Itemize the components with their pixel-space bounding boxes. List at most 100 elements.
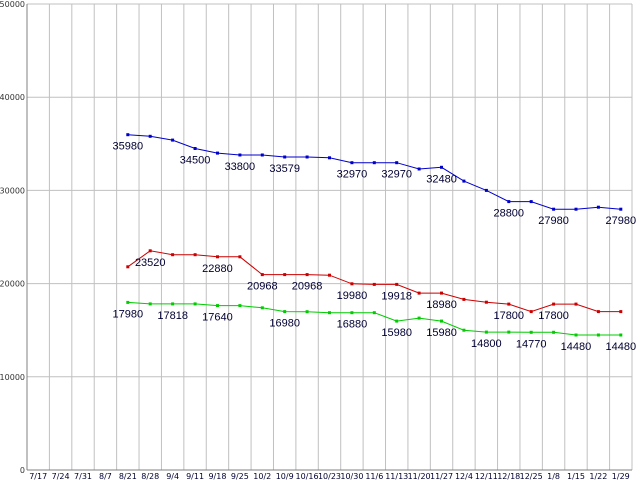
series-layer [126,133,623,337]
grid-layer [26,3,633,471]
x-tick-label: 10/9 [276,472,294,480]
data-point [619,333,623,337]
data-point [507,200,511,204]
data-point [619,310,623,314]
data-point [238,255,242,259]
series-line [127,250,621,313]
data-label: 19980 [337,290,368,302]
data-point [462,297,466,301]
data-point [552,302,556,306]
data-point [216,151,219,155]
data-point [350,311,354,315]
data-point [507,330,511,334]
data-point [350,161,354,165]
data-point [305,155,309,159]
data-point [462,328,466,332]
y-tick-label: 30000 [0,186,25,195]
data-point [395,282,399,286]
data-point [238,153,242,157]
data-point [372,311,376,315]
data-label: 17980 [113,308,144,320]
x-tick-label: 7/17 [29,472,47,480]
data-label: 33579 [269,163,300,175]
data-point [171,138,175,142]
data-point [126,265,130,269]
data-point [484,300,488,304]
data-point [328,311,331,315]
data-point [193,302,197,306]
x-tick-label: 1/15 [567,472,585,480]
label-layer: 35980 34500 33800 33579 32970 32970 32480 28800… [113,141,637,353]
data-label: 15980 [426,327,457,339]
data-point [552,330,556,334]
data-label: 17818 [157,310,188,322]
data-point [126,300,130,304]
data-point [305,310,309,314]
x-tick-label: 11/6 [365,472,383,480]
data-point [328,273,331,277]
data-label: 35980 [113,141,144,153]
data-label: 23520 [135,257,166,269]
data-point [148,249,152,253]
data-label: 32970 [337,169,368,181]
data-point [148,302,152,306]
data-point [260,153,264,157]
data-point [395,319,399,323]
data-point [305,273,309,277]
x-tick-label: 9/25 [231,472,249,480]
x-tick-label: 12/18 [497,472,520,480]
data-point [372,161,376,165]
data-label: 20968 [247,281,278,293]
data-point [216,304,219,308]
y-tick-label: 0 [20,466,25,475]
x-tick-label: 10/16 [296,472,319,480]
data-point [417,167,421,171]
data-point [260,306,264,310]
data-point [574,333,578,337]
data-point [596,205,600,209]
data-point [440,291,443,295]
data-point [193,253,197,257]
data-label: 14480 [605,341,636,353]
data-label: 16980 [269,318,300,330]
data-point [193,147,197,150]
data-point [372,282,376,286]
data-point [283,273,287,277]
data-point [417,291,421,295]
data-point [484,188,488,192]
x-tick-label: 7/31 [74,472,92,480]
x-tick-label: 8/21 [119,472,137,480]
x-tick-label: 1/8 [547,472,560,480]
data-point [529,310,533,314]
data-label: 28800 [493,208,524,220]
data-label: 17800 [493,310,524,322]
data-point [283,310,287,314]
data-point [574,207,578,211]
x-tick-label: 9/18 [208,472,226,480]
data-point [596,310,600,314]
data-point [328,156,331,160]
x-tick-label: 7/24 [52,472,70,480]
x-tick-label: 12/25 [520,472,543,480]
data-label: 33800 [225,161,256,173]
x-tick-label: 9/4 [166,472,179,480]
data-point [619,207,623,211]
x-tick-label: 1/22 [589,472,607,480]
y-tick-label: 50000 [0,0,25,9]
data-point [260,273,264,277]
data-point [171,302,175,306]
data-point [216,255,219,259]
data-label: 34500 [180,154,211,166]
data-label: 14480 [561,341,592,353]
data-point [148,134,152,138]
data-point [126,133,130,137]
x-tick-label: 8/28 [141,472,159,480]
data-point [529,200,533,204]
x-tick-label: 10/2 [253,472,271,480]
x-tick-label: 9/11 [186,472,204,480]
data-label: 15980 [381,327,412,339]
data-label: 32480 [426,173,457,185]
x-tick-label: 12/11 [475,472,498,480]
x-tick-label: 11/20 [408,472,431,480]
